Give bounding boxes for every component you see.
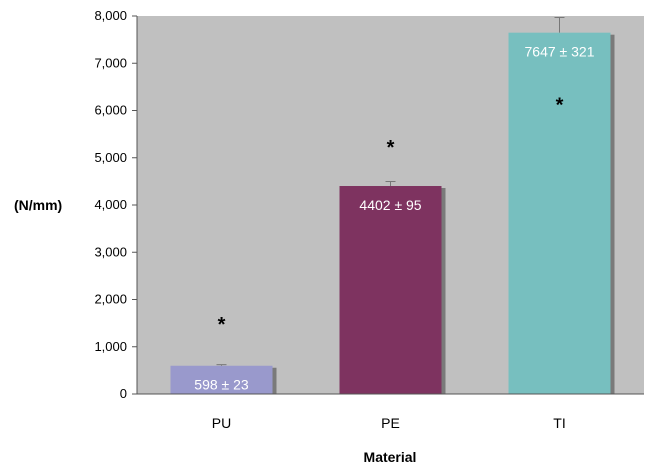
- y-tick-label: 2,000: [94, 292, 127, 307]
- x-tick-label: TI: [553, 415, 565, 431]
- significance-marker: *: [387, 137, 395, 159]
- data-label: 7647 ± 321: [525, 44, 595, 60]
- y-tick-label: 6,000: [94, 103, 127, 118]
- bar-pu: [170, 365, 273, 394]
- data-label: 4402 ± 95: [359, 197, 421, 213]
- x-tick-label: PU: [212, 415, 231, 431]
- bars-layer: 598 ± 23 * 4402 ± 95 * 7647 ± 321 *: [170, 17, 615, 394]
- y-tick-label: 4,000: [94, 197, 127, 212]
- significance-marker: *: [218, 314, 226, 336]
- x-tick-label: PE: [381, 415, 400, 431]
- y-tick-label: 7,000: [94, 55, 127, 70]
- y-axis-title: (N/mm): [14, 197, 62, 213]
- y-tick-label: 0: [120, 386, 127, 401]
- data-label: 598 ± 23: [194, 377, 249, 393]
- y-axis: 0 1,000 2,000 3,000 4,000 5,000 6,000 7,000 8,00…: [94, 8, 137, 401]
- y-tick-label: 5,000: [94, 150, 127, 165]
- y-tick-label: 8,000: [94, 8, 127, 23]
- x-axis-title: Material: [364, 449, 417, 465]
- bar-ti: [508, 32, 611, 394]
- significance-marker: *: [556, 94, 564, 116]
- x-axis: PU PE TI: [212, 415, 566, 431]
- bar-pe: [339, 186, 442, 394]
- y-tick-label: 1,000: [94, 339, 127, 354]
- y-tick-label: 3,000: [94, 244, 127, 259]
